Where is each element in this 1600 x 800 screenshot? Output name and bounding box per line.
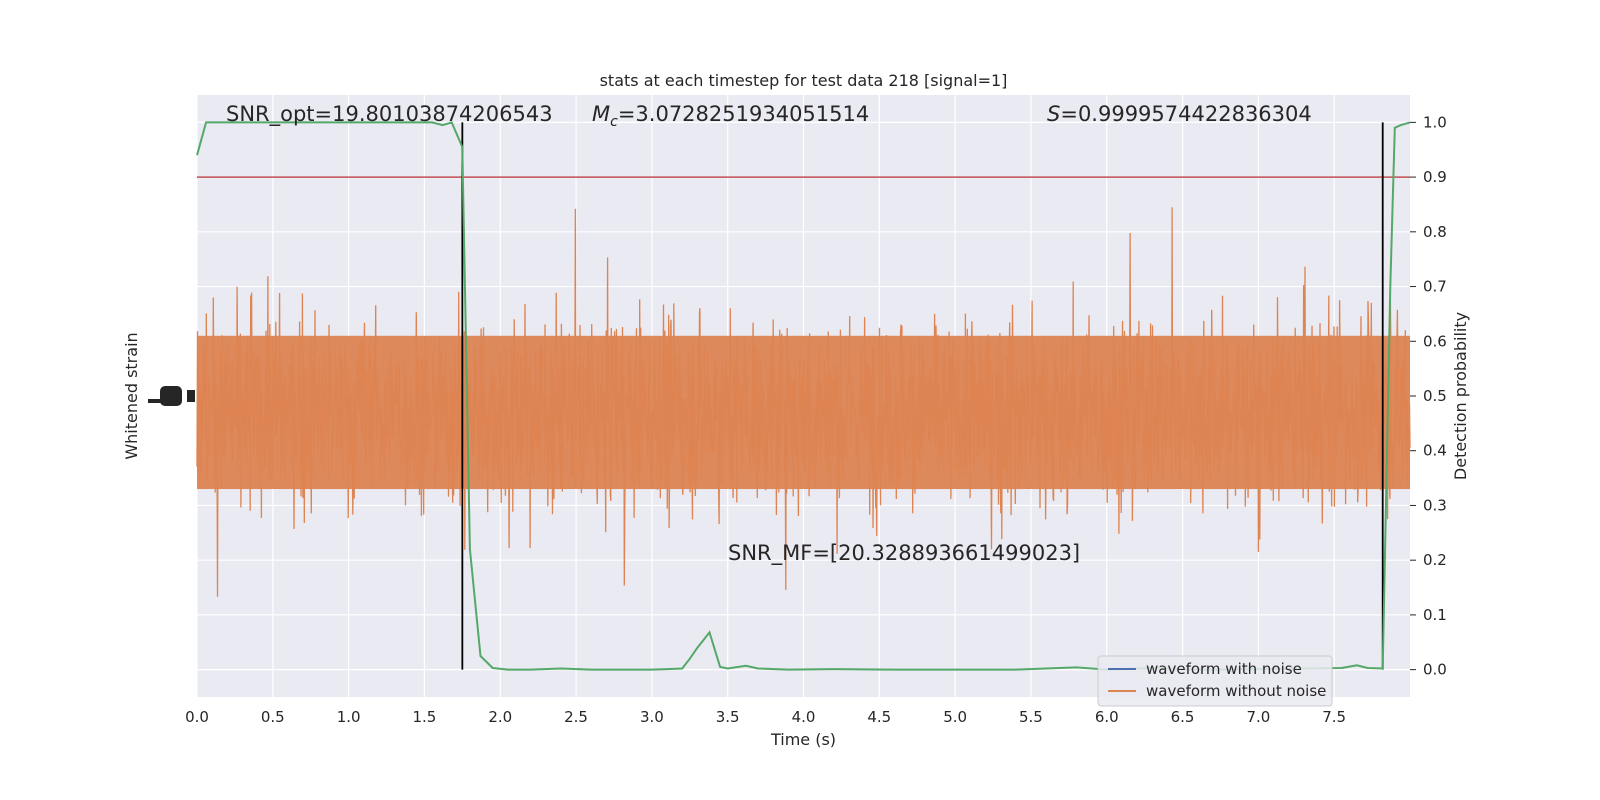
x-tick-label: 0.5	[261, 708, 285, 726]
x-axis-label: Time (s)	[770, 730, 836, 749]
y-tick-label: 0.2	[1423, 551, 1447, 569]
left-tick-blob	[187, 390, 195, 402]
x-tick-label: 4.5	[867, 708, 891, 726]
x-tick-label: 7.5	[1322, 708, 1346, 726]
y-tick-label: 0.4	[1423, 442, 1447, 460]
x-tick-label: 6.5	[1171, 708, 1195, 726]
x-tick-label: 4.0	[792, 708, 816, 726]
legend-box	[1097, 655, 1333, 707]
x-tick-label: 0.0	[185, 708, 209, 726]
y-tick-label: 1.0	[1423, 113, 1447, 131]
x-tick-label: 6.0	[1095, 708, 1119, 726]
x-tick-label: 5.5	[1019, 708, 1043, 726]
legend: waveform with noise waveform without noi…	[1097, 655, 1333, 707]
y-tick-label: 0.6	[1423, 332, 1447, 350]
x-tick-label: 7.0	[1246, 708, 1270, 726]
left-tick-blob	[160, 386, 182, 406]
annotation-statistic: S=0.9999574422836304	[1047, 102, 1312, 126]
annotation-snr-opt: SNR_opt=19.80103874206543	[226, 102, 553, 127]
y-axis-left-label: Whitened strain	[122, 332, 141, 459]
x-tick-label: 3.5	[716, 708, 740, 726]
y-tick-label: 0.3	[1423, 496, 1447, 514]
y-axis-left-tick-labels	[148, 386, 195, 406]
waveform-dense-band	[197, 335, 1410, 490]
left-tick-blob	[148, 399, 164, 403]
x-tick-label: 5.0	[943, 708, 967, 726]
statistic-symbol: S	[1047, 102, 1060, 126]
y-tick-label: 0.9	[1423, 168, 1447, 186]
y-tick-label: 0.0	[1423, 661, 1447, 679]
x-tick-label: 2.0	[488, 708, 512, 726]
x-tick-label: 1.5	[413, 708, 437, 726]
strain-series	[196, 207, 1411, 597]
y-tick-label: 0.8	[1423, 223, 1447, 241]
y-axis-right-ticks: 0.0 0.1 0.2 0.3 0.4 0.5 0.6 0.7 0.8 0.9 1.0	[1410, 113, 1447, 679]
annotation-chirp-mass: Mc=3.0728251934051514	[592, 102, 869, 130]
x-tick-label: 2.5	[564, 708, 588, 726]
statistic-value: =0.9999574422836304	[1060, 102, 1311, 126]
legend-label-waveform-without-noise: waveform without noise	[1146, 682, 1326, 700]
chirp-mass-subscript: c	[610, 114, 618, 130]
legend-label-waveform-with-noise: waveform with noise	[1146, 660, 1302, 678]
x-axis-ticks: 0.0 0.5 1.0 1.5 2.0 2.5 3.0 3.5 4.0 4.5 5.0 5.5 6.0 6…	[185, 708, 1346, 726]
chart-title: stats at each timestep for test data 218…	[600, 71, 1008, 90]
y-tick-label: 0.5	[1423, 387, 1447, 405]
x-tick-label: 1.0	[337, 708, 361, 726]
y-axis-right-label: Detection probability	[1451, 312, 1470, 480]
x-tick-label: 3.0	[640, 708, 664, 726]
overlay-lines	[197, 122, 1410, 670]
y-tick-label: 0.1	[1423, 606, 1447, 624]
chirp-mass-symbol: M	[592, 102, 610, 126]
annotation-snr-mf: SNR_MF=[20.328893661499023]	[728, 541, 1080, 566]
y-tick-label: 0.7	[1423, 278, 1447, 296]
chirp-mass-value: =3.0728251934051514	[618, 102, 869, 126]
